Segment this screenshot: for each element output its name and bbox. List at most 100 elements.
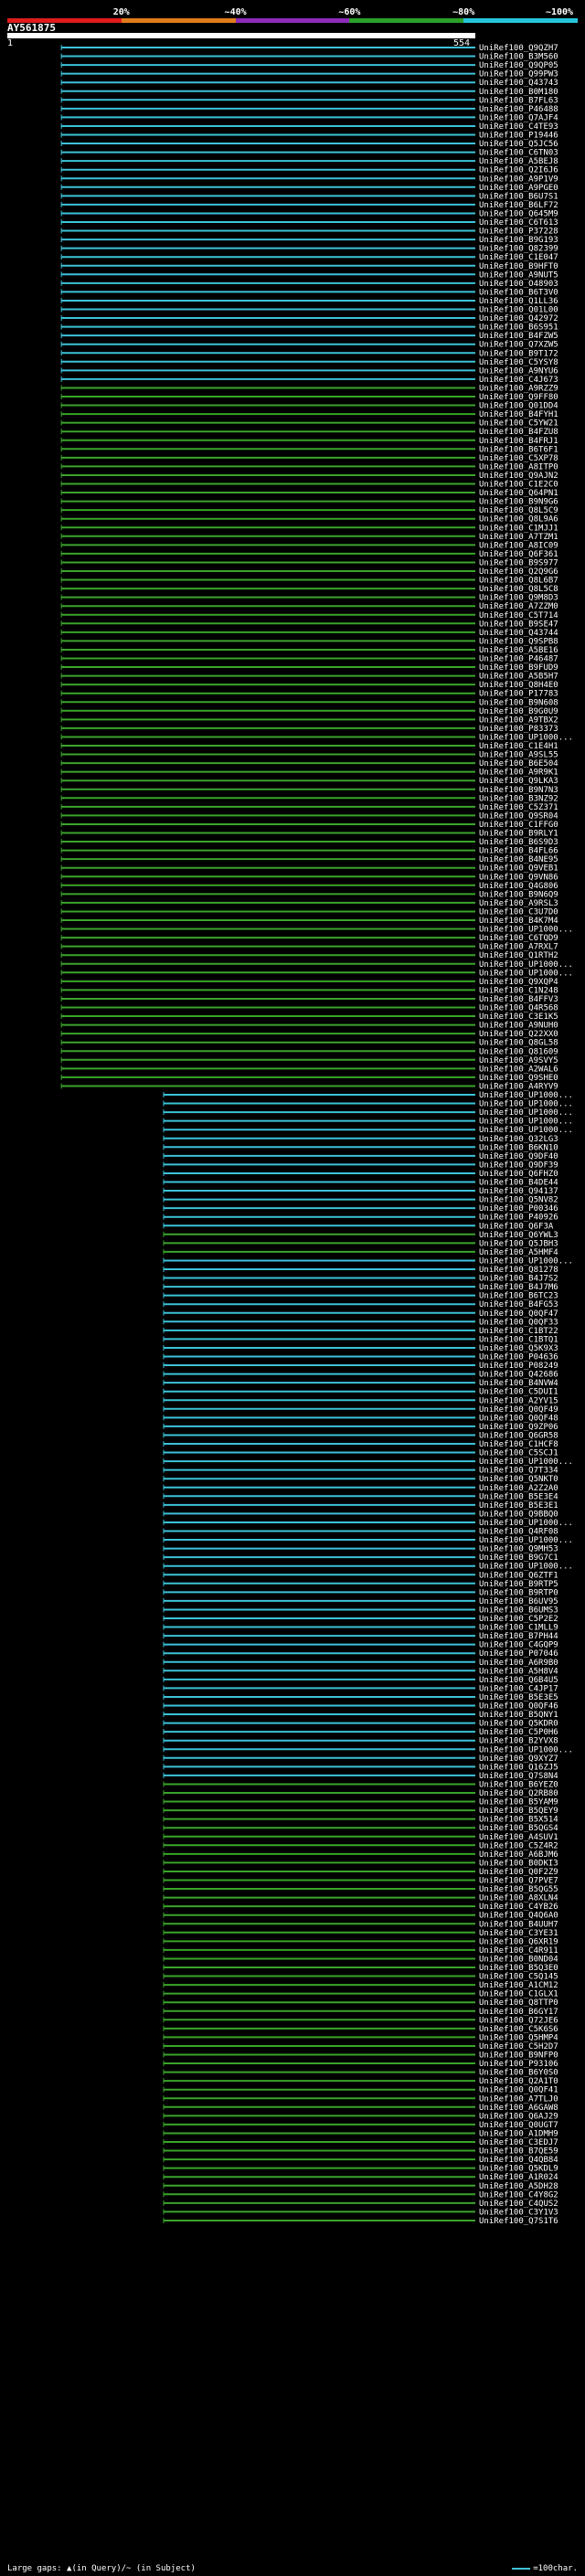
hit-label[interactable]: UniRef100_P07046 [479,1649,558,1659]
hit-label[interactable]: UniRef100_Q82399 [479,245,558,254]
hit-label[interactable]: UniRef100_B4J7S2 [479,1275,558,1284]
hit-label[interactable]: UniRef100_C1E047 [479,253,558,262]
hit-label[interactable]: UniRef100_Q4R568 [479,1004,558,1013]
hit-label[interactable]: UniRef100_UP1000... [479,733,573,742]
hit-label[interactable]: UniRef100_Q9LKA3 [479,777,558,786]
hit-label[interactable]: UniRef100_A4RYV9 [479,1082,558,1091]
hit-label[interactable]: UniRef100_Q6B4U5 [479,1676,558,1685]
hit-label[interactable]: UniRef100_B5QEY9 [479,1807,558,1816]
hit-label[interactable]: UniRef100_C1FFG0 [479,821,558,830]
hit-label[interactable]: UniRef100_UP1000... [479,1126,573,1135]
hit-label[interactable]: UniRef100_B9G193 [479,236,558,245]
hit-label[interactable]: UniRef100_B5QGS4 [479,1824,558,1833]
hit-label[interactable]: UniRef100_C4J673 [479,376,558,385]
hit-label[interactable]: UniRef100_Q7T334 [479,1467,558,1476]
hit-label[interactable]: UniRef100_B4FL66 [479,847,558,856]
hit-label[interactable]: UniRef100_C5YSY8 [479,358,558,367]
hit-label[interactable]: UniRef100_Q5HMP4 [479,2033,558,2042]
hit-label[interactable]: UniRef100_A5BE16 [479,646,558,655]
hit-label[interactable]: UniRef100_C3YE31 [479,1929,558,1938]
hit-label[interactable]: UniRef100_Q7S1T6 [479,2217,558,2226]
hit-label[interactable]: UniRef100_B4FZW5 [479,332,558,341]
hit-label[interactable]: UniRef100_Q1LL36 [479,297,558,306]
hit-label[interactable]: UniRef100_A9SL55 [479,751,558,760]
hit-label[interactable]: UniRef100_C3EDJ7 [479,2138,558,2147]
hit-label[interactable]: UniRef100_Q9VN86 [479,873,558,882]
hit-label[interactable]: UniRef100_C1MJJ1 [479,524,558,533]
hit-label[interactable]: UniRef100_A9P1V9 [479,175,558,184]
hit-label[interactable]: UniRef100_P46488 [479,105,558,114]
hit-label[interactable]: UniRef100_B4NVW4 [479,1379,558,1388]
hit-label[interactable]: UniRef100_Q9DF40 [479,1152,558,1161]
hit-label[interactable]: UniRef100_Q8GL58 [479,1039,558,1048]
hit-label[interactable]: UniRef100_Q9SR04 [479,811,558,821]
hit-label[interactable]: UniRef100_Q01DD4 [479,402,558,411]
hit-label[interactable]: UniRef100_B3NZ92 [479,794,558,803]
hit-label[interactable]: UniRef100_Q7XZW5 [479,341,558,350]
hit-label[interactable]: UniRef100_Q6ZTF1 [479,1571,558,1580]
hit-label[interactable]: UniRef100_Q9DF39 [479,1161,558,1170]
hit-label[interactable]: UniRef100_A2YV15 [479,1396,558,1405]
hit-label[interactable]: UniRef100_A9NUH0 [479,1022,558,1031]
hit-label[interactable]: UniRef100_C1N248 [479,986,558,995]
hit-label[interactable]: UniRef100_C3E1K5 [479,1012,558,1022]
hit-label[interactable]: UniRef100_C1BT22 [479,1327,558,1336]
hit-label[interactable]: UniRef100_B9G0U9 [479,707,558,716]
hit-label[interactable]: UniRef100_A7ZZM0 [479,602,558,611]
hit-label[interactable]: UniRef100_P00346 [479,1204,558,1214]
hit-label[interactable]: UniRef100_Q4G806 [479,882,558,891]
hit-label[interactable]: UniRef100_A6R9B0 [479,1659,558,1668]
hit-label[interactable]: UniRef100_Q43743 [479,79,558,88]
hit-label[interactable]: UniRef100_A1R024 [479,2173,558,2182]
hit-label[interactable]: UniRef100_B9RTP0 [479,1588,558,1597]
hit-label[interactable]: UniRef100_B7PH44 [479,1632,558,1641]
hit-label[interactable]: UniRef100_B9N9G6 [479,498,558,507]
hit-label[interactable]: UniRef100_C4JP17 [479,1684,558,1693]
hit-label[interactable]: UniRef100_Q99PW3 [479,70,558,80]
hit-label[interactable]: UniRef100_C5P0H6 [479,1728,558,1737]
hit-label[interactable]: UniRef100_B4NE95 [479,855,558,864]
hit-label[interactable]: UniRef100_Q7PVE7 [479,1877,558,1886]
hit-label[interactable]: UniRef100_B4FRJ1 [479,437,558,446]
hit-label[interactable]: UniRef100_B4FFV3 [479,995,558,1004]
hit-label[interactable]: UniRef100_UP1000... [479,1536,573,1545]
hit-label[interactable]: UniRef100_A8XLN4 [479,1894,558,1903]
hit-label[interactable]: UniRef100_Q6YWL3 [479,1231,558,1240]
hit-label[interactable]: UniRef100_P83373 [479,725,558,734]
hit-label[interactable]: UniRef100_Q6GR58 [479,1431,558,1440]
hit-label[interactable]: UniRef100_C1GLX1 [479,1990,558,1999]
hit-label[interactable]: UniRef100_B5E3E5 [479,1693,558,1702]
hit-label[interactable]: UniRef100_C4GQP9 [479,1641,558,1650]
hit-label[interactable]: UniRef100_Q8L9A6 [479,515,558,525]
hit-label[interactable]: UniRef100_Q22XX0 [479,1030,558,1039]
hit-label[interactable]: UniRef100_Q2Q9G6 [479,567,558,577]
hit-label[interactable]: UniRef100_B4DE44 [479,1179,558,1188]
hit-label[interactable]: UniRef100_B5E3E4 [479,1492,558,1501]
hit-label[interactable]: UniRef100_Q42686 [479,1371,558,1380]
hit-label[interactable]: UniRef100_Q9SHE0 [479,1074,558,1083]
hit-label[interactable]: UniRef100_Q9FF80 [479,393,558,402]
hit-label[interactable]: UniRef100_A8IC09 [479,541,558,550]
hit-label[interactable]: UniRef100_C3U7D0 [479,907,558,917]
hit-label[interactable]: UniRef100_B0DKI3 [479,1859,558,1868]
hit-label[interactable]: UniRef100_P46487 [479,655,558,664]
hit-label[interactable]: UniRef100_Q9MH53 [479,1545,558,1554]
hit-label[interactable]: UniRef100_Q5K9X3 [479,1344,558,1353]
hit-label[interactable]: UniRef100_Q1RTH2 [479,951,558,960]
hit-label[interactable]: UniRef100_C5K6S6 [479,2025,558,2034]
hit-label[interactable]: UniRef100_P04636 [479,1353,558,1362]
hit-label[interactable]: UniRef100_Q01L00 [479,306,558,315]
hit-label[interactable]: UniRef100_B6TC23 [479,1292,558,1301]
hit-label[interactable]: UniRef100_C5Z4R2 [479,1841,558,1850]
hit-label[interactable]: UniRef100_B6S951 [479,323,558,333]
hit-label[interactable]: UniRef100_UP1000... [479,1091,573,1100]
hit-label[interactable]: UniRef100_Q8TTP0 [479,1998,558,2008]
hit-label[interactable]: UniRef100_A9PGE0 [479,184,558,193]
hit-label[interactable]: UniRef100_Q2RB80 [479,1789,558,1798]
hit-label[interactable]: UniRef100_UP1000... [479,1745,573,1754]
hit-label[interactable]: UniRef100_B5QNY1 [479,1711,558,1720]
hit-label[interactable]: UniRef100_C1MLL9 [479,1624,558,1633]
hit-label[interactable]: UniRef100_A9RZZ9 [479,384,558,393]
hit-label[interactable]: UniRef100_C4QUS2 [479,2200,558,2209]
hit-label[interactable]: UniRef100_A5B5H7 [479,673,558,682]
